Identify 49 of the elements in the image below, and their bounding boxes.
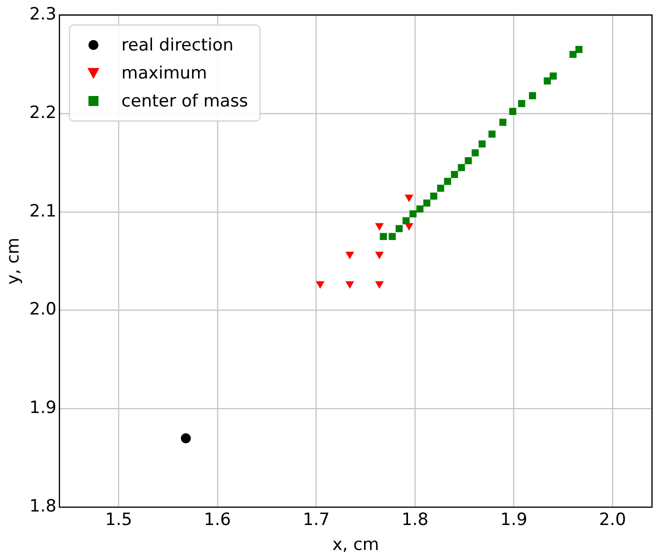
point [380, 232, 387, 240]
point [437, 184, 444, 192]
x-tick-label: 1.9 [500, 510, 528, 530]
point [345, 252, 354, 260]
point [575, 46, 582, 53]
y-tick-label: 2.3 [29, 4, 56, 24]
y-tick-label: 2.2 [29, 102, 56, 123]
point [450, 170, 458, 178]
x-tick-label: 1.6 [204, 510, 231, 530]
legend-label: center of mass [121, 91, 248, 112]
point [518, 100, 526, 108]
x-tick-label: 1.5 [105, 510, 132, 530]
point [416, 205, 424, 212]
legend-label: real direction [121, 35, 234, 56]
y-tick-label: 1.8 [29, 496, 56, 517]
legend-label: maximum [121, 63, 208, 84]
point [409, 210, 417, 218]
x-tick-label: 2.0 [598, 510, 626, 530]
point [509, 108, 516, 116]
point [464, 157, 472, 164]
point [488, 130, 496, 138]
point [423, 199, 430, 207]
point [478, 140, 486, 148]
point [404, 194, 414, 202]
point [569, 50, 577, 58]
point [544, 77, 551, 84]
y-tick-label: 2.0 [29, 300, 56, 320]
point [550, 72, 557, 80]
point [375, 281, 384, 289]
point [316, 281, 324, 289]
point [528, 92, 536, 100]
y-axis-title: y, cm [4, 238, 24, 284]
x-tick-label: 1.7 [302, 510, 330, 530]
point [404, 223, 414, 231]
x-tick-label: 1.8 [401, 510, 428, 530]
point [388, 232, 396, 240]
point [180, 433, 191, 444]
point [458, 164, 465, 172]
y-tick-label: 2.1 [29, 201, 56, 222]
point [472, 149, 479, 156]
point [375, 252, 384, 260]
y-tick-label: 1.9 [29, 398, 56, 418]
x-axis-title: x, cm [332, 535, 380, 556]
point [430, 192, 438, 200]
point [396, 225, 403, 232]
point [375, 223, 384, 231]
point [345, 281, 354, 289]
point [499, 118, 506, 126]
point [444, 178, 452, 185]
